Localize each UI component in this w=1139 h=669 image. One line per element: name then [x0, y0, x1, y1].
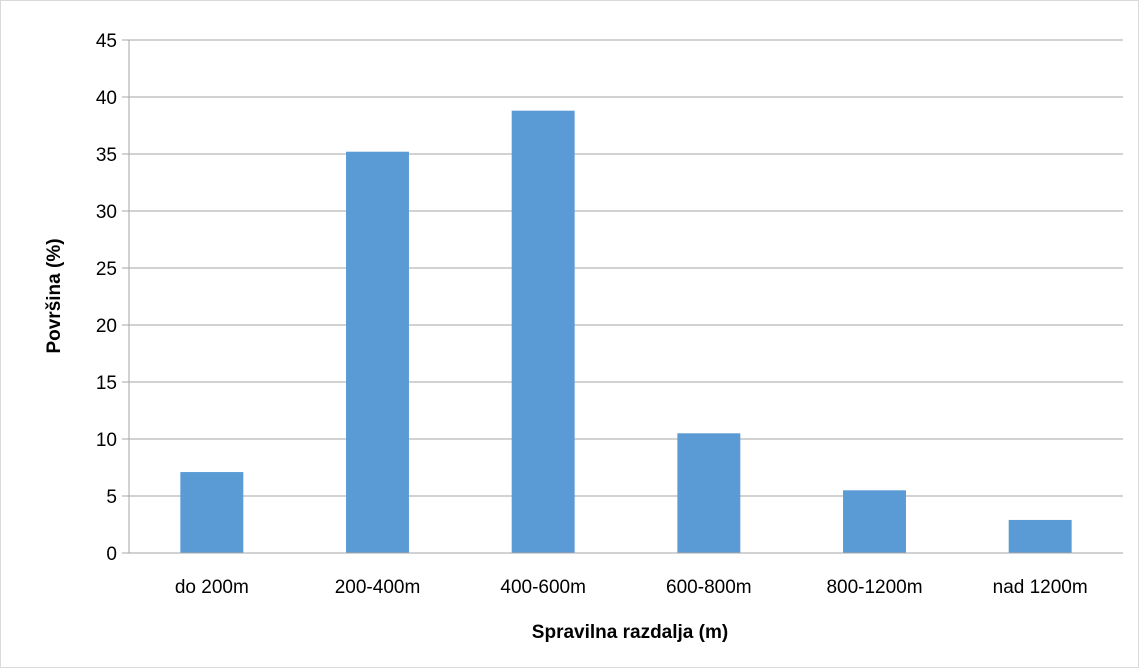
x-axis-title: Spravilna razdalja (m) [532, 622, 728, 643]
bar [1008, 519, 1072, 553]
gridlines [129, 39, 1123, 497]
bar [677, 433, 741, 553]
y-tick-label: 25 [96, 259, 117, 280]
y-tick-labels: 0 5 10 15 20 25 30 35 40 45 [96, 31, 117, 565]
x-tick-label: 800-1200m [826, 577, 922, 598]
bar [346, 151, 409, 553]
axes [122, 39, 1123, 554]
y-tick-label: 45 [96, 31, 117, 52]
x-tick-label: 400-600m [500, 577, 586, 598]
y-tick-label: 35 [96, 145, 117, 166]
bar [511, 110, 575, 554]
x-tick-label: 200-400m [335, 577, 421, 598]
y-tick-label: 15 [96, 373, 117, 394]
y-axis-title: Površina (%) [44, 238, 65, 353]
y-tick-label: 0 [106, 544, 117, 565]
bars [180, 110, 1072, 554]
y-tick-label: 40 [96, 88, 117, 109]
x-tick-label: 600-800m [666, 577, 752, 598]
y-tick-label: 10 [96, 430, 117, 451]
y-tick-label: 30 [96, 202, 117, 223]
bar [180, 472, 244, 553]
x-tick-label: do 200m [175, 577, 249, 598]
y-tick-label: 5 [106, 487, 117, 508]
x-tick-label: nad 1200m [993, 577, 1088, 598]
bar [843, 490, 906, 553]
y-tick-label: 20 [96, 316, 117, 337]
x-tick-labels: do 200m 200-400m 400-600m 600-800m 800-1200m… [175, 577, 1088, 598]
